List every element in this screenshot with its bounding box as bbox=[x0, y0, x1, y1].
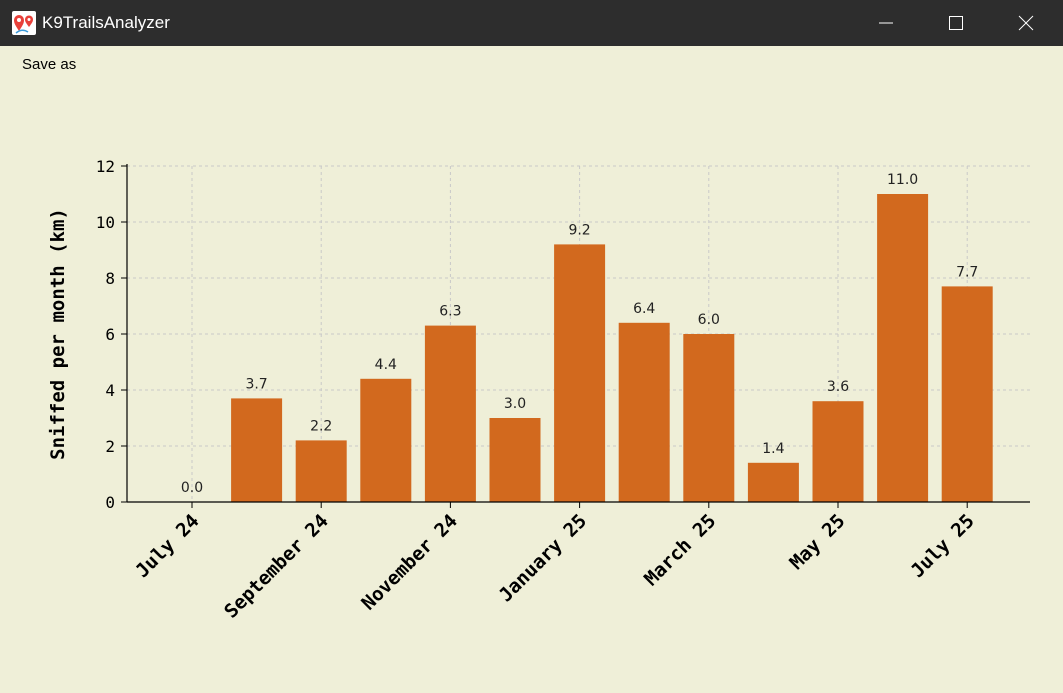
bar bbox=[360, 378, 412, 502]
bar bbox=[877, 194, 929, 502]
x-tick-label: March 25 bbox=[640, 510, 720, 590]
save-as-menu-item[interactable]: Save as bbox=[22, 56, 77, 73]
bar bbox=[231, 398, 283, 502]
x-tick-label: November 24 bbox=[357, 510, 462, 615]
close-icon bbox=[1018, 15, 1034, 31]
bar-chart: 0 2 4 6 8 10 12 0.0 3.7 2.2 4.4 6.3 3.0 9.2 6.4 6.0 1.4 3… bbox=[47, 157, 1030, 623]
maximize-icon bbox=[949, 16, 963, 30]
bar-value-label: 6.0 bbox=[698, 312, 720, 328]
bar-value-label: 4.4 bbox=[375, 357, 397, 373]
bar bbox=[618, 322, 670, 502]
menu-bar: Save as bbox=[0, 46, 1063, 82]
bar-value-label: 1.4 bbox=[762, 441, 784, 457]
bar-value-label: 3.7 bbox=[245, 376, 267, 392]
x-tick-label: September 24 bbox=[220, 510, 333, 623]
bar-value-label: 3.6 bbox=[827, 379, 849, 395]
bar-value-label: 2.2 bbox=[310, 418, 332, 434]
minimize-button[interactable] bbox=[851, 0, 921, 46]
bar bbox=[489, 418, 541, 502]
bar-value-label: 7.7 bbox=[956, 264, 978, 280]
bar bbox=[941, 286, 993, 502]
close-button[interactable] bbox=[991, 0, 1061, 46]
maximize-button[interactable] bbox=[921, 0, 991, 46]
x-tick-label: July 24 bbox=[131, 510, 203, 582]
x-tick-label: May 25 bbox=[785, 510, 849, 574]
bar-value-label: 9.2 bbox=[568, 222, 590, 238]
bar bbox=[747, 462, 799, 502]
bar bbox=[554, 244, 606, 502]
app-icon bbox=[12, 11, 36, 35]
x-tick-label: January 25 bbox=[495, 510, 591, 606]
bar-value-label: 11.0 bbox=[887, 172, 918, 188]
bar bbox=[424, 325, 476, 502]
bar-value-label: 3.0 bbox=[504, 396, 526, 412]
bar bbox=[295, 440, 347, 502]
window-title: K9TrailsAnalyzer bbox=[42, 13, 170, 32]
x-tick-label: July 25 bbox=[907, 510, 979, 582]
y-tick-label: 8 bbox=[105, 269, 115, 288]
y-tick-label: 4 bbox=[105, 381, 115, 400]
y-tick-label: 10 bbox=[96, 213, 115, 232]
y-tick-label: 2 bbox=[105, 437, 115, 456]
bar-value-label: 0.0 bbox=[181, 480, 203, 496]
bar-value-label: 6.3 bbox=[439, 304, 461, 320]
bar bbox=[812, 401, 864, 502]
minimize-icon bbox=[879, 22, 893, 24]
bar bbox=[683, 334, 735, 502]
title-bar: K9TrailsAnalyzer bbox=[0, 0, 1063, 46]
y-tick-label: 0 bbox=[105, 493, 115, 512]
bar-value-label: 6.4 bbox=[633, 301, 655, 317]
y-axis-label: Sniffed per month (km) bbox=[47, 208, 69, 460]
y-tick-label: 6 bbox=[105, 325, 115, 344]
y-tick-label: 12 bbox=[96, 157, 115, 176]
